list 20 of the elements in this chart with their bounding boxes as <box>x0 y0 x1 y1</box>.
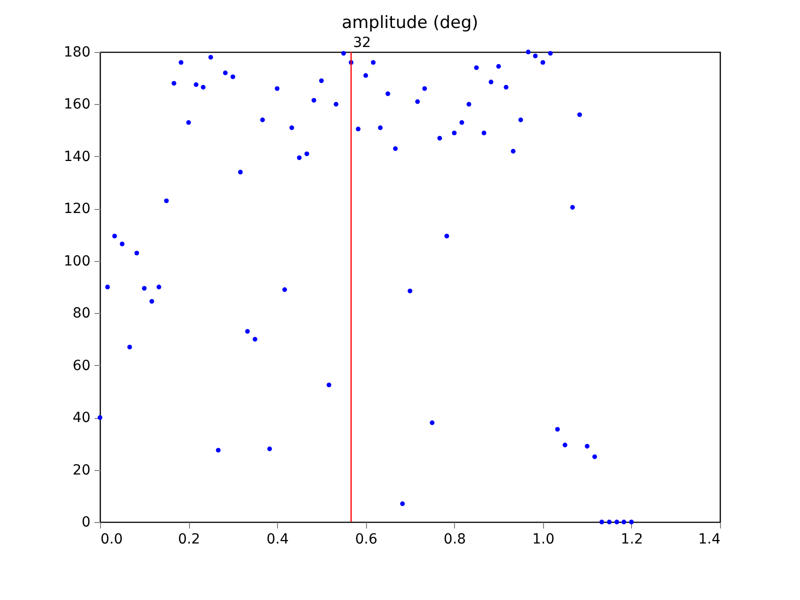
y-tick-label: 60 <box>72 358 90 374</box>
annotation: 32 <box>353 35 371 51</box>
x-tick-label: 0.6 <box>355 532 378 548</box>
y-tick-label: 120 <box>64 201 90 218</box>
y-tick-label: 180 <box>64 44 90 60</box>
y-tick-label: 20 <box>72 462 90 478</box>
x-tick-label: 0.2 <box>178 532 200 548</box>
y-tick-label: 0 <box>82 514 90 530</box>
x-tick-label: 1.0 <box>532 532 554 548</box>
y-tick-label: 40 <box>72 410 90 426</box>
y-tick-label: 100 <box>64 253 90 270</box>
x-tick-label: 0.4 <box>266 532 289 548</box>
chart-title: amplitude (deg) <box>342 13 478 33</box>
x-tick-label: 1.2 <box>620 532 644 548</box>
y-tick-label: 80 <box>72 306 90 322</box>
y-tick-label: 160 <box>64 96 90 113</box>
x-tick-label: 1.4 <box>698 532 721 548</box>
y-tick-label: 140 <box>64 148 90 165</box>
x-tick-label: 0.0 <box>100 532 123 548</box>
x-tick-label: 0.8 <box>444 532 466 548</box>
